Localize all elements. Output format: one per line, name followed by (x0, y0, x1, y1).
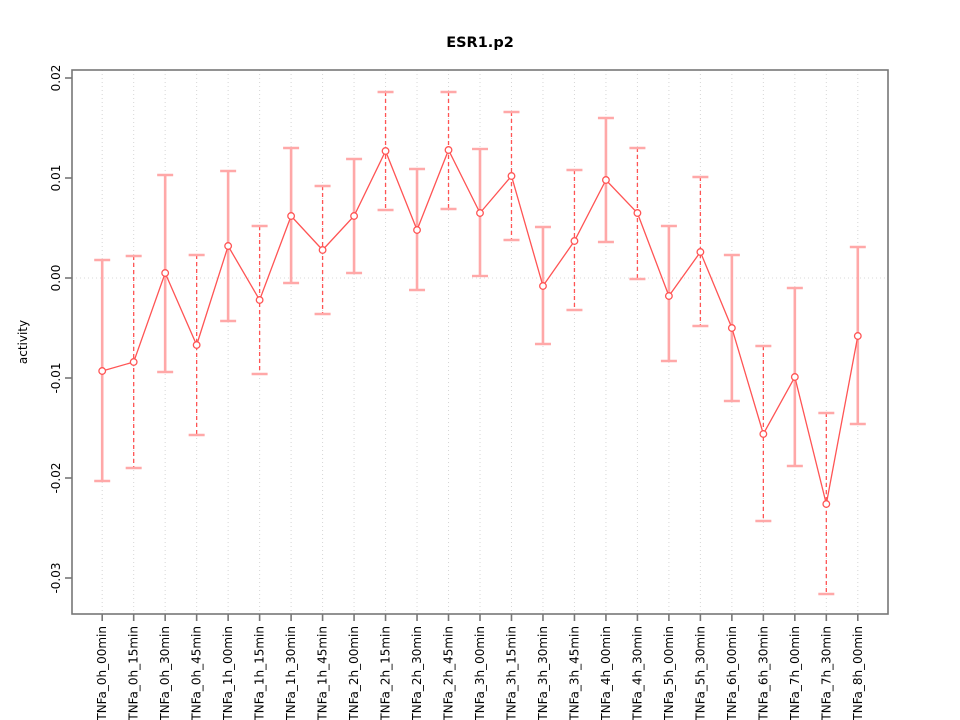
data-point-marker (822, 500, 831, 508)
data-point-marker (129, 358, 138, 366)
y-tick-label: -0.01 (49, 362, 63, 393)
x-tick-label: TNFa_4h_30min (630, 626, 644, 720)
data-point-marker (507, 172, 516, 180)
x-tick-label: TNFa_3h_30min (536, 626, 550, 720)
x-tick-label: TNFa_7h_00min (788, 626, 802, 720)
x-tick-label: TNFa_0h_45min (190, 626, 204, 720)
axes-group: 0.02 0.01 0.00 -0.01 -0.02 -0.03 TNFa_0h_00min… (49, 65, 889, 720)
data-point-marker (318, 246, 327, 254)
x-tick-label: TNFa_6h_30min (756, 626, 770, 720)
x-tick-label: TNFa_2h_30min (410, 626, 424, 720)
data-point-marker (727, 324, 736, 332)
data-point-marker (413, 226, 421, 234)
x-tick-label: TNFa_0h_15min (127, 626, 141, 720)
x-tick-label: TNFa_2h_00min (347, 626, 361, 720)
data-point-marker (853, 332, 862, 340)
data-point-marker (255, 296, 264, 304)
x-tick-label: TNFa_4h_00min (599, 626, 613, 720)
x-tick-label: TNFa_1h_45min (316, 626, 330, 720)
x-tick-label: TNFa_3h_45min (567, 626, 581, 720)
data-point-marker (444, 146, 453, 154)
data-point-marker (98, 367, 107, 375)
data-point-marker (570, 237, 579, 245)
data-point-marker (664, 292, 673, 300)
data-point-marker (759, 430, 768, 438)
chart-title: ESR1.p2 (446, 35, 514, 51)
data-point-marker (476, 209, 484, 217)
series-group (98, 146, 862, 508)
x-tick-label: TNFa_1h_30min (284, 626, 298, 720)
y-tick-label: 0.00 (49, 265, 63, 292)
x-tick-label: TNFa_0h_30min (158, 626, 172, 720)
x-tick-label: TNFa_0h_00min (95, 626, 109, 720)
y-tick-label: -0.02 (49, 462, 63, 493)
data-point-marker (192, 341, 201, 349)
data-point-marker (350, 212, 359, 220)
y-tick-label: 0.02 (49, 65, 63, 92)
data-point-marker (633, 209, 642, 217)
data-point-marker (539, 282, 547, 290)
y-axis-label: activity (16, 320, 30, 364)
x-tick-label: TNFa_2h_45min (442, 626, 456, 720)
x-tick-label: TNFa_1h_00min (221, 626, 235, 720)
y-tick-label: -0.03 (49, 562, 63, 593)
x-tick-label: TNFa_2h_15min (379, 626, 393, 720)
x-tick-label: TNFa_6h_00min (725, 626, 739, 720)
x-tick-label: TNFa_5h_00min (662, 626, 676, 720)
data-point-marker (601, 176, 610, 184)
data-point-marker (287, 212, 296, 220)
data-point-marker (381, 147, 390, 155)
x-tick-label: TNFa_8h_00min (851, 626, 865, 720)
x-tick-label: TNFa_3h_00min (473, 626, 487, 720)
y-tick-label: 0.01 (49, 165, 63, 192)
x-tick-label: TNFa_3h_15min (504, 626, 518, 720)
data-point-marker (790, 373, 799, 381)
x-tick-label: TNFa_5h_30min (693, 626, 707, 720)
x-tick-label: TNFa_1h_15min (253, 626, 267, 720)
x-tick-label: TNFa_7h_30min (819, 626, 833, 720)
data-point-marker (161, 269, 170, 277)
data-point-marker (224, 242, 233, 250)
data-point-marker (696, 248, 705, 256)
